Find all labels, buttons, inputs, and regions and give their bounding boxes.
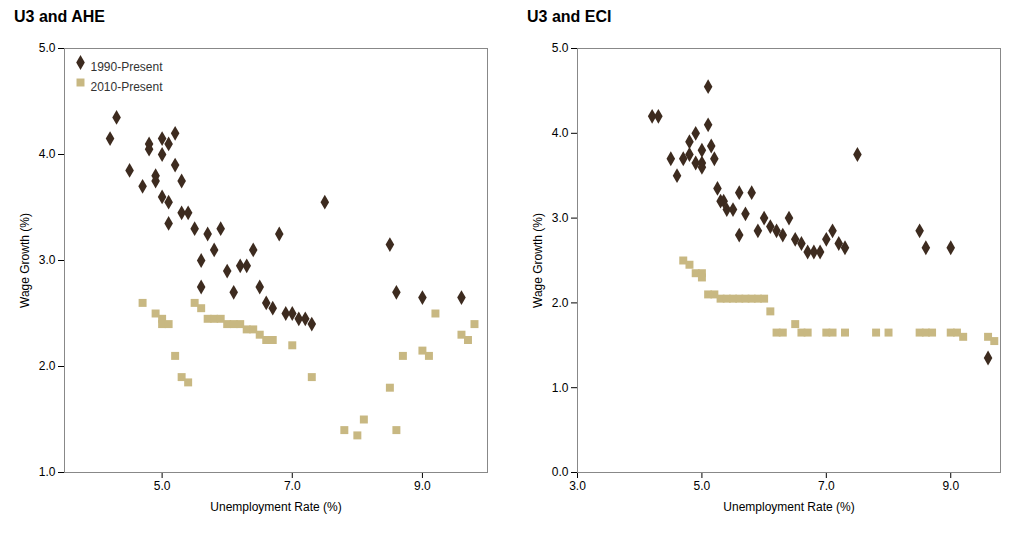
svg-text:Unemployment Rate (%): Unemployment Rate (%) (723, 500, 854, 514)
svg-text:9.0: 9.0 (942, 479, 959, 493)
svg-text:2.0: 2.0 (552, 296, 569, 310)
svg-text:9.0: 9.0 (414, 479, 431, 493)
svg-text:5.0: 5.0 (694, 479, 711, 493)
svg-text:Wage Growth (%): Wage Growth (%) (531, 213, 545, 308)
html-text:U3 and ECI: U3 and ECI (527, 8, 612, 25)
svg-text:0.0: 0.0 (552, 465, 569, 479)
svg-text:5.0: 5.0 (552, 41, 569, 55)
svg-text:1.0: 1.0 (39, 465, 56, 479)
svg-text:Unemployment Rate (%): Unemployment Rate (%) (210, 500, 341, 514)
svg-text:3.0: 3.0 (552, 211, 569, 225)
svg-text:1.0: 1.0 (552, 381, 569, 395)
svg-text:4.0: 4.0 (39, 147, 56, 161)
svg-text:2010-Present: 2010-Present (91, 80, 164, 94)
svg-text:4.0: 4.0 (552, 126, 569, 140)
svg-text:5.0: 5.0 (39, 41, 56, 55)
svg-text:7.0: 7.0 (284, 479, 301, 493)
svg-text:5.0: 5.0 (154, 479, 171, 493)
html-text:U3 and AHE: U3 and AHE (14, 8, 105, 25)
svg-text:3.0: 3.0 (569, 479, 586, 493)
svg-text:Wage Growth (%): Wage Growth (%) (18, 213, 32, 308)
svg-text:3.0: 3.0 (39, 253, 56, 267)
svg-text:7.0: 7.0 (818, 479, 835, 493)
svg-text:1990-Present: 1990-Present (91, 60, 164, 74)
svg-text:2.0: 2.0 (39, 359, 56, 373)
